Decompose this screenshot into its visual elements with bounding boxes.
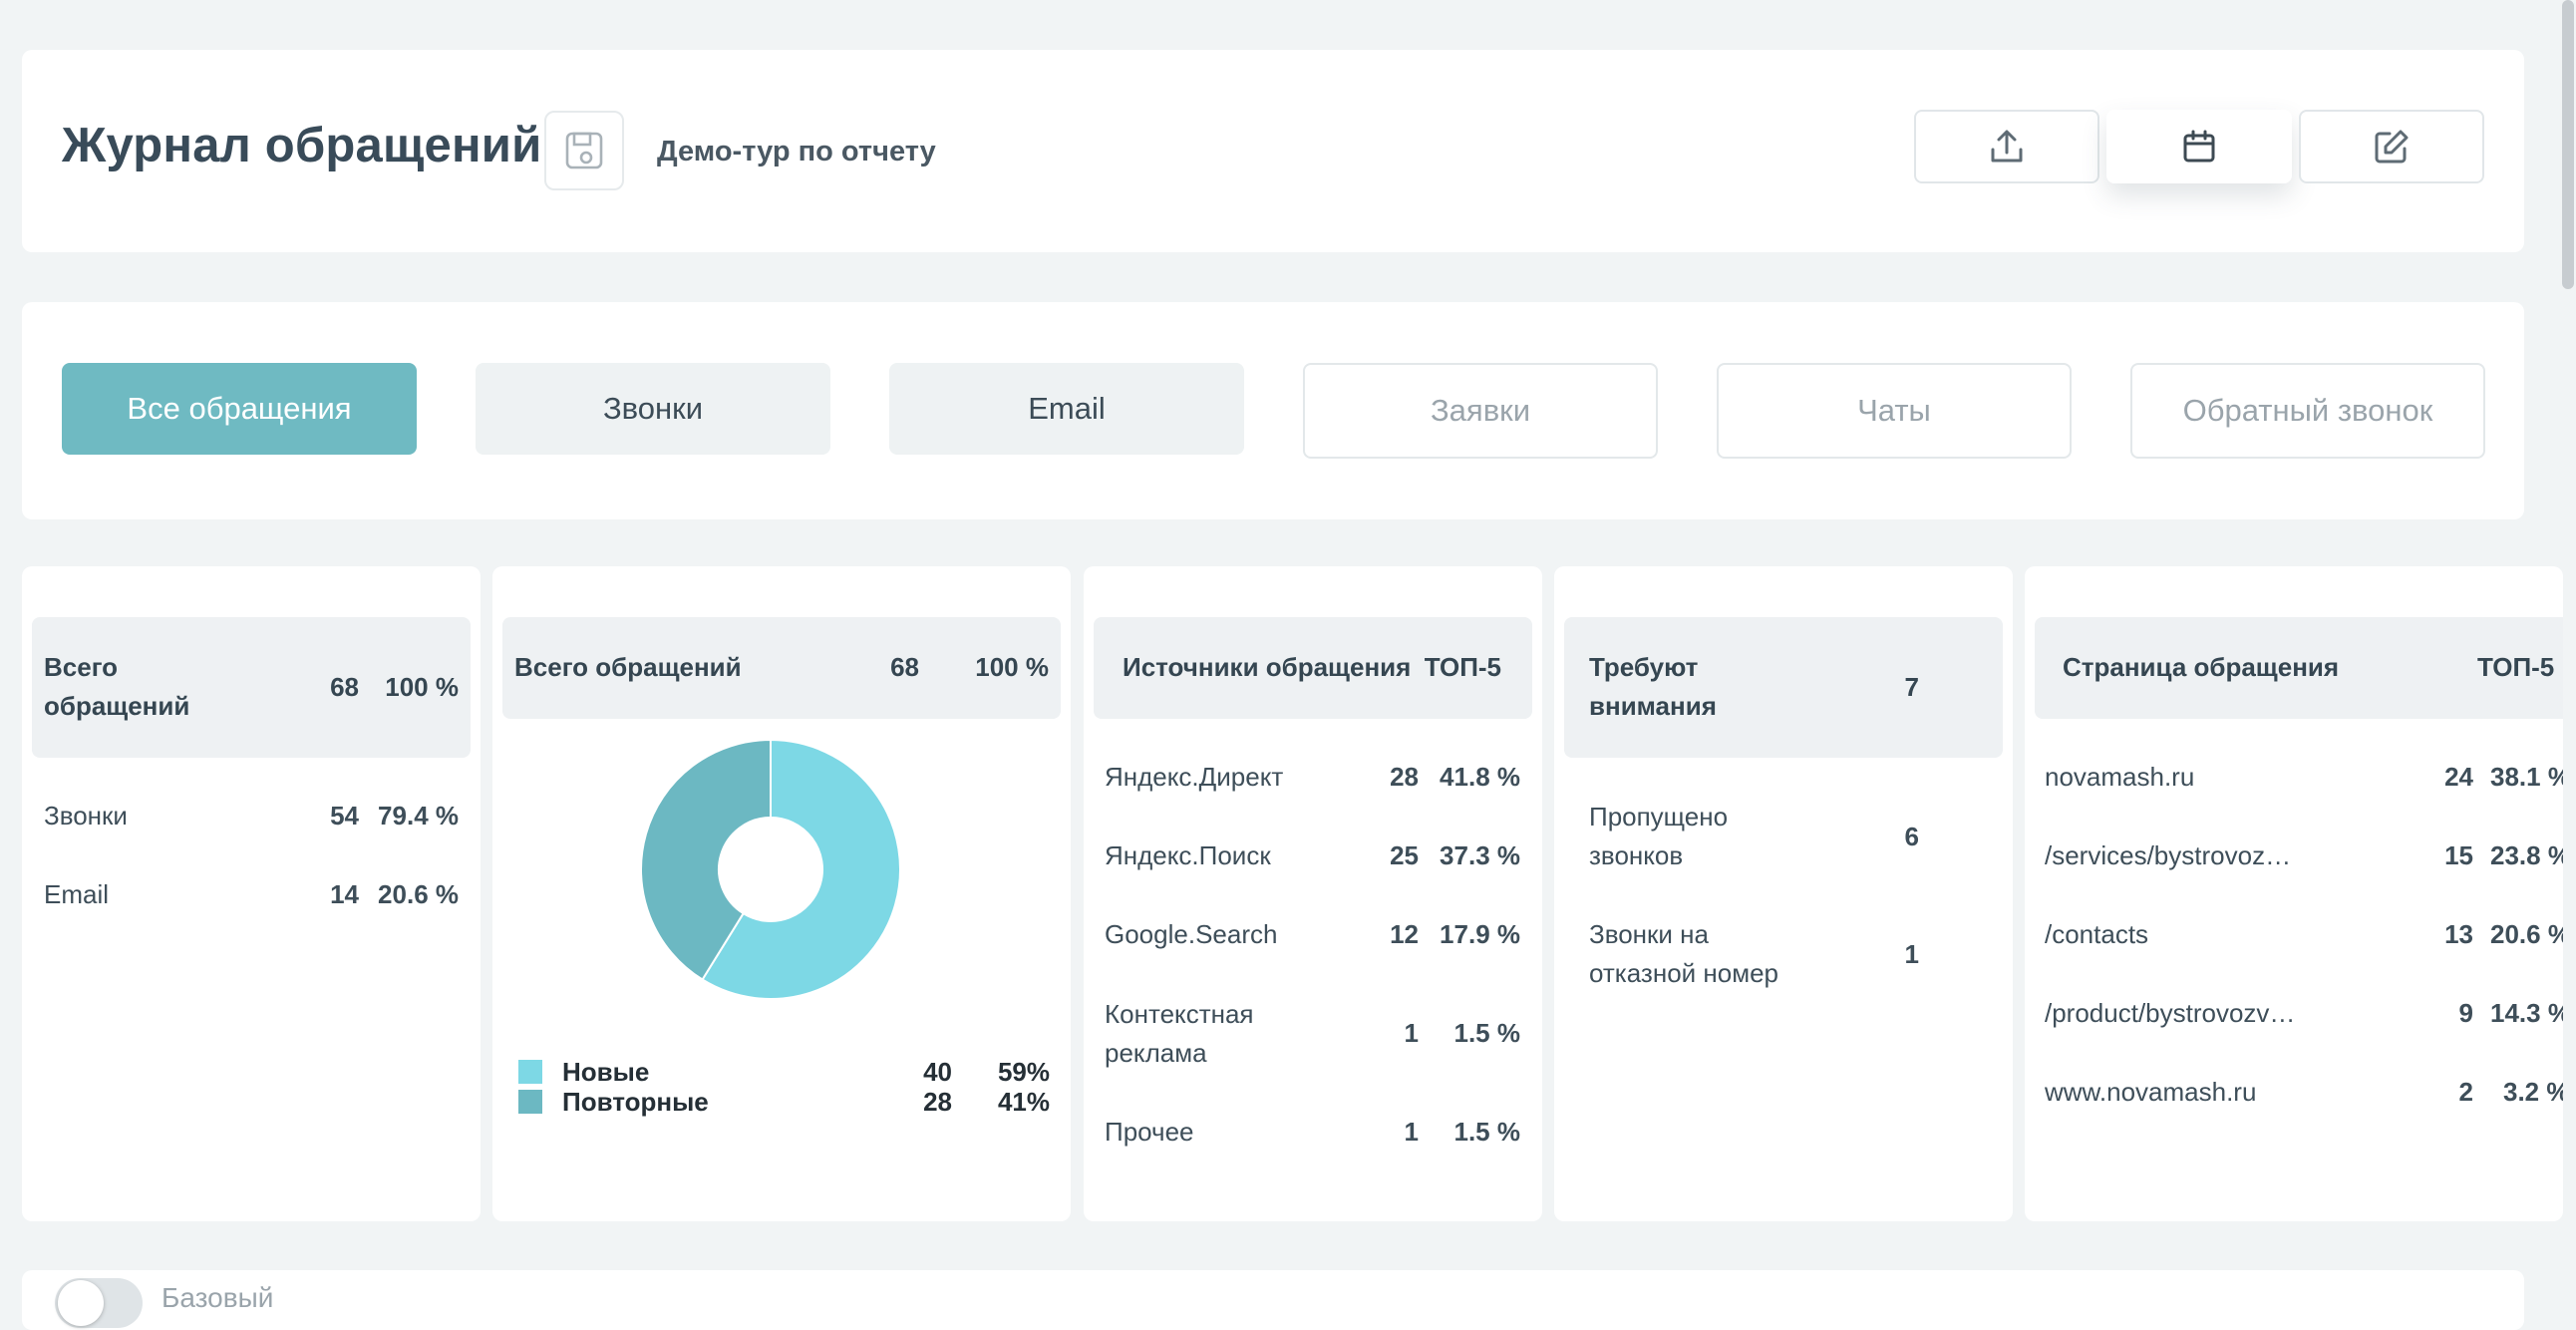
row-percent: 23.8 % bbox=[2490, 840, 2563, 870]
row-label: /services/bystrovoz… bbox=[2045, 840, 2292, 870]
toggle-knob[interactable] bbox=[58, 1280, 104, 1326]
legend-swatch bbox=[518, 1090, 542, 1114]
row-percent: 38.1 % bbox=[2490, 762, 2563, 792]
row-value: 15 bbox=[2444, 840, 2473, 870]
panel-header-value: 68 bbox=[330, 672, 359, 702]
row-value: 1 bbox=[1404, 1117, 1419, 1147]
edit-icon bbox=[2375, 130, 2409, 164]
save-icon bbox=[565, 132, 603, 169]
row-percent: 1.5 % bbox=[1453, 1018, 1521, 1048]
legend-label: Повторные bbox=[562, 1087, 709, 1117]
panel-pages: Страница обращения ТОП-5 novamash.ru 24 … bbox=[2025, 566, 2563, 1221]
row-label: novamash.ru bbox=[2045, 762, 2195, 792]
row-percent: 20.6 % bbox=[378, 879, 459, 909]
date-range-button[interactable] bbox=[2106, 110, 2292, 183]
panel-header-label: Всего обращений bbox=[514, 652, 742, 682]
panel-header-label: Требуют внимания bbox=[1589, 652, 1717, 721]
row-label: Звонки на отказной номер bbox=[1589, 919, 1779, 988]
panel-header-label: Всего обращений bbox=[44, 652, 190, 721]
row-label: /contacts bbox=[2045, 919, 2149, 949]
row-percent: 37.3 % bbox=[1440, 840, 1520, 870]
tab-calls[interactable]: Звонки bbox=[476, 363, 830, 455]
row-value: 9 bbox=[2458, 998, 2473, 1028]
row-percent: 3.2 % bbox=[2503, 1077, 2563, 1107]
donut-slice-1[interactable] bbox=[701, 738, 901, 1000]
row-label: www.novamash.ru bbox=[2045, 1077, 2257, 1107]
tab-email[interactable]: Email bbox=[889, 363, 1244, 455]
legend-swatch bbox=[518, 1060, 542, 1084]
row-value: 12 bbox=[1390, 919, 1419, 949]
row-percent: 14.3 % bbox=[2490, 998, 2563, 1028]
save-report-button[interactable] bbox=[544, 111, 624, 190]
panel-header-badge: ТОП-5 bbox=[2477, 652, 2555, 682]
row-label: Google.Search bbox=[1105, 919, 1278, 949]
row-label: /product/bystrovozv… bbox=[2045, 998, 2296, 1028]
upload-icon bbox=[1991, 130, 2023, 163]
legend-percent: 59% bbox=[997, 1057, 1050, 1087]
panel-header bbox=[32, 617, 471, 758]
row-label: Контекстная реклама bbox=[1105, 999, 1254, 1068]
calendar-icon bbox=[2183, 130, 2215, 163]
panel-header bbox=[2035, 617, 2563, 719]
row-label: Прочее bbox=[1105, 1117, 1194, 1147]
tab-chats[interactable]: Чаты bbox=[1717, 363, 2072, 459]
legend-value: 40 bbox=[923, 1057, 952, 1087]
panel-header-label: Источники обращения bbox=[1123, 652, 1412, 682]
panel-header bbox=[1564, 617, 2003, 758]
panel-header-label: Страница обращения bbox=[2063, 652, 2340, 682]
toggle-label: Базовый bbox=[161, 1282, 274, 1313]
row-label: Пропущено звонков bbox=[1589, 802, 1729, 870]
row-value: 54 bbox=[330, 801, 359, 831]
channel-tabs-bar bbox=[22, 302, 2524, 519]
row-label: Яндекс.Директ bbox=[1105, 762, 1284, 792]
row-percent: 1.5 % bbox=[1453, 1117, 1521, 1147]
row-percent: 20.6 % bbox=[2490, 919, 2563, 949]
row-percent: 41.8 % bbox=[1440, 762, 1520, 792]
page-title: Журнал обращений bbox=[62, 119, 542, 172]
row-value: 24 bbox=[2444, 762, 2473, 792]
row-percent: 79.4 % bbox=[378, 801, 459, 831]
tab-all-requests[interactable]: Все обращения bbox=[62, 363, 417, 455]
row-value: 1 bbox=[1404, 1018, 1419, 1048]
row-value: 25 bbox=[1390, 840, 1419, 870]
row-value: 6 bbox=[1904, 822, 1919, 851]
panel-header bbox=[502, 617, 1061, 719]
panel-header-percent: 100 % bbox=[385, 672, 459, 702]
row-value: 14 bbox=[330, 879, 359, 909]
row-label: Яндекс.Поиск bbox=[1105, 840, 1271, 870]
panel-header-value: 68 bbox=[890, 652, 919, 682]
report-settings-bar bbox=[22, 1270, 2524, 1330]
row-label: Email bbox=[44, 879, 110, 909]
legend-percent: 41% bbox=[997, 1087, 1050, 1117]
panel-header-percent: 100 % bbox=[975, 652, 1049, 682]
tab-requests[interactable]: Заявки bbox=[1303, 363, 1658, 459]
row-value: 13 bbox=[2444, 919, 2473, 949]
legend-label: Новые bbox=[562, 1057, 650, 1087]
edit-report-button[interactable] bbox=[2299, 110, 2484, 183]
row-value: 2 bbox=[2458, 1077, 2473, 1107]
row-value: 28 bbox=[1390, 762, 1419, 792]
export-button[interactable] bbox=[1914, 110, 2099, 183]
panel-header bbox=[1094, 617, 1532, 719]
donut-chart bbox=[640, 738, 901, 1000]
panel-header-value: 7 bbox=[1904, 672, 1919, 702]
donut-slice-2[interactable] bbox=[640, 738, 772, 981]
legend-value: 28 bbox=[923, 1087, 952, 1117]
page-scrollbar[interactable] bbox=[2562, 0, 2574, 289]
panel-header-badge: ТОП-5 bbox=[1424, 652, 1501, 682]
row-value: 1 bbox=[1904, 939, 1919, 969]
tab-callback[interactable]: Обратный звонок bbox=[2130, 363, 2485, 459]
row-label: Звонки bbox=[44, 801, 128, 831]
row-percent: 17.9 % bbox=[1440, 919, 1520, 949]
demo-tour-link[interactable]: Демо-тур по отчету bbox=[657, 136, 936, 167]
